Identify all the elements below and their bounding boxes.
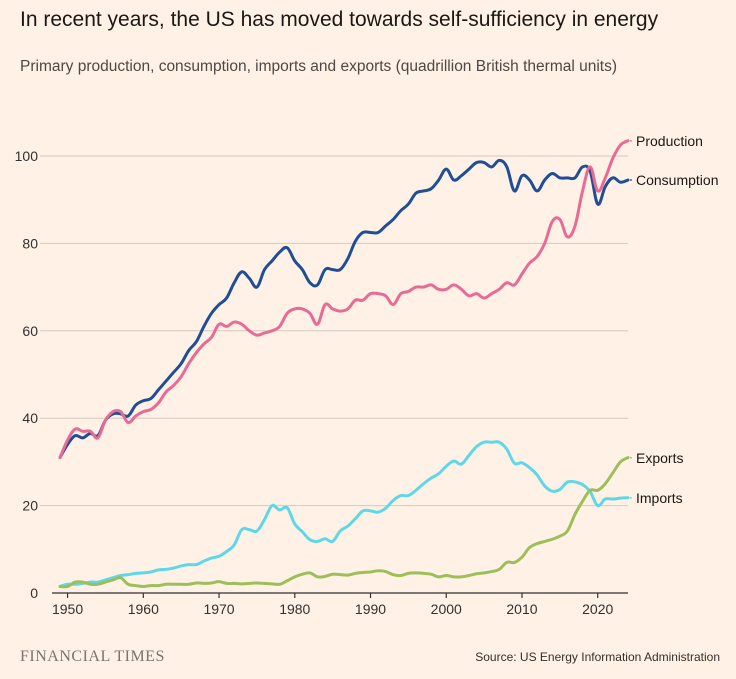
- y-tick-label-100: 100: [15, 148, 39, 164]
- x-tick-label-1980: 1980: [279, 601, 310, 617]
- y-tick-label-0: 0: [30, 585, 38, 601]
- series-line-consumption: [58, 158, 630, 460]
- y-tick-label-40: 40: [22, 410, 38, 426]
- chart-title: In recent years, the US has moved toward…: [20, 8, 659, 31]
- grid-layer: [40, 155, 628, 507]
- x-tick-label-1990: 1990: [355, 601, 386, 617]
- y-tick-label-60: 60: [22, 323, 38, 339]
- series-label-exports: Exports: [636, 450, 683, 466]
- source-note: Source: US Energy Information Administra…: [475, 650, 720, 664]
- series-label-imports: Imports: [636, 490, 683, 506]
- series-line-exports: [58, 456, 630, 589]
- series-line-production: [58, 139, 630, 460]
- series-label-consumption: Consumption: [636, 172, 719, 188]
- x-tick-label-1960: 1960: [128, 601, 159, 617]
- series-line-imports: [58, 440, 630, 588]
- x-tick-label-2020: 2020: [582, 601, 613, 617]
- series-label-production: Production: [636, 133, 703, 149]
- y-tick-label-80: 80: [22, 235, 38, 251]
- x-tick-label-1950: 1950: [52, 601, 83, 617]
- x-tick-label-2000: 2000: [431, 601, 462, 617]
- axis-layer: [52, 592, 628, 598]
- x-tick-label-1970: 1970: [203, 601, 234, 617]
- label-layer: 0 20 40 60 80 100 1950 1960 1970 1980 1990 2000 2010…: [15, 133, 719, 617]
- series-layer: [58, 139, 630, 589]
- x-tick-label-2010: 2010: [506, 601, 537, 617]
- chart-subtitle: Primary production, consumption, imports…: [20, 58, 617, 75]
- ft-logo: FINANCIAL TIMES: [20, 648, 165, 665]
- y-tick-label-20: 20: [22, 498, 38, 514]
